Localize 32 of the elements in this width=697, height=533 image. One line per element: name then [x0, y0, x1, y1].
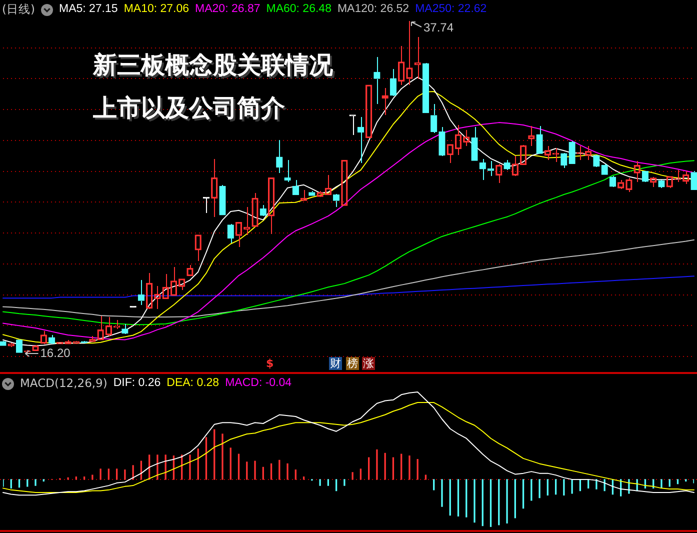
annotation: 37.74 — [423, 20, 454, 34]
candlestick — [284, 160, 291, 182]
candlestick — [308, 190, 316, 196]
annotation: 榜 — [346, 357, 359, 370]
candlestick — [219, 184, 226, 216]
legend-title: MACD(12,26,9) — [20, 376, 108, 391]
legend-title: (日线) — [2, 2, 35, 17]
annotation: 财 — [329, 357, 342, 370]
candlestick — [536, 126, 543, 154]
text: DIF: 0.26 — [113, 376, 161, 391]
text: MA5: 27.15 — [58, 2, 118, 17]
candlestick — [390, 68, 397, 96]
candlestick — [16, 340, 23, 353]
text: MA20: 26.87 — [195, 2, 260, 17]
text: MA250: 22.62 — [415, 2, 487, 17]
text: MA10: 27.06 — [124, 2, 190, 17]
candlestick — [471, 126, 478, 161]
text: 新三板概念股关联情况 — [93, 51, 333, 79]
text: DEA: 0.28 — [166, 376, 220, 391]
text: MA120: 26.52 — [337, 2, 410, 17]
candlestick — [690, 170, 697, 190]
annotation: 16.20 — [40, 346, 71, 360]
annotation: $ — [266, 357, 274, 370]
text: MACD: -0.04 — [225, 376, 292, 391]
candlestick — [292, 180, 299, 196]
candlestick — [374, 56, 380, 104]
annotation: 涨 — [362, 357, 375, 370]
text: 上市以及公司简介 — [93, 94, 285, 122]
candlestick — [568, 140, 576, 164]
candlestick — [349, 114, 356, 136]
candlestick — [430, 104, 438, 134]
text: MA60: 26.48 — [266, 2, 332, 17]
